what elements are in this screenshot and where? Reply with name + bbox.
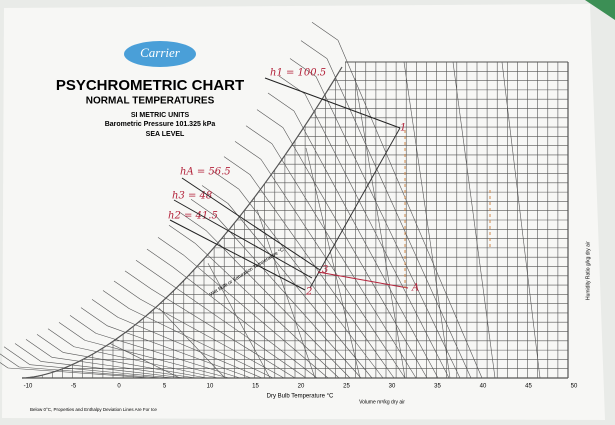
units: SI METRIC UNITS — [131, 112, 190, 119]
pressure: Barometric Pressure 101.325 kPa — [105, 121, 216, 128]
volume-label: Volume m³/kg dry air — [359, 399, 405, 405]
x-tick-label: 40 — [480, 384, 487, 390]
x-tick-label: 15 — [252, 384, 259, 390]
x-tick-label: 25 — [343, 384, 350, 390]
x-tick-label: -5 — [71, 384, 77, 390]
annotation: hA = 56.5 — [180, 167, 231, 178]
footnote: Below 0°C, Properties and Enthalpy Devia… — [30, 407, 157, 412]
x-tick-label: 50 — [571, 384, 578, 390]
point-label: 3 — [322, 265, 328, 276]
subtitle: NORMAL TEMPERATURES — [86, 96, 215, 107]
x-tick-label: -10 — [24, 384, 33, 390]
point-label: 2 — [305, 287, 312, 298]
logo: Carrier — [140, 45, 181, 60]
point-label: A — [411, 283, 419, 294]
page: {"header":{"logo":"Carrier","title":"PSY… — [0, 0, 615, 425]
x-tick-label: 10 — [207, 384, 214, 390]
point-label: 1 — [400, 123, 406, 134]
humidity-label: Humidity Ratio g/kg dry air — [585, 241, 591, 300]
annotation: h1 = 100.5 — [270, 68, 326, 79]
x-axis-label: Dry Bulb Temperature °C — [267, 394, 334, 400]
x-tick-label: 45 — [525, 384, 532, 390]
x-tick-label: 20 — [298, 384, 305, 390]
photo: Carrier PSYCHROMETRIC CHART NORMAL TEMPE… — [0, 0, 615, 425]
x-tick-label: 30 — [389, 384, 396, 390]
annotation: h3 = 48 — [172, 191, 212, 202]
title: PSYCHROMETRIC CHART — [56, 77, 244, 94]
annotation: h2 = 41.5 — [168, 211, 218, 222]
level: SEA LEVEL — [146, 131, 185, 138]
x-tick-label: 35 — [434, 384, 441, 390]
